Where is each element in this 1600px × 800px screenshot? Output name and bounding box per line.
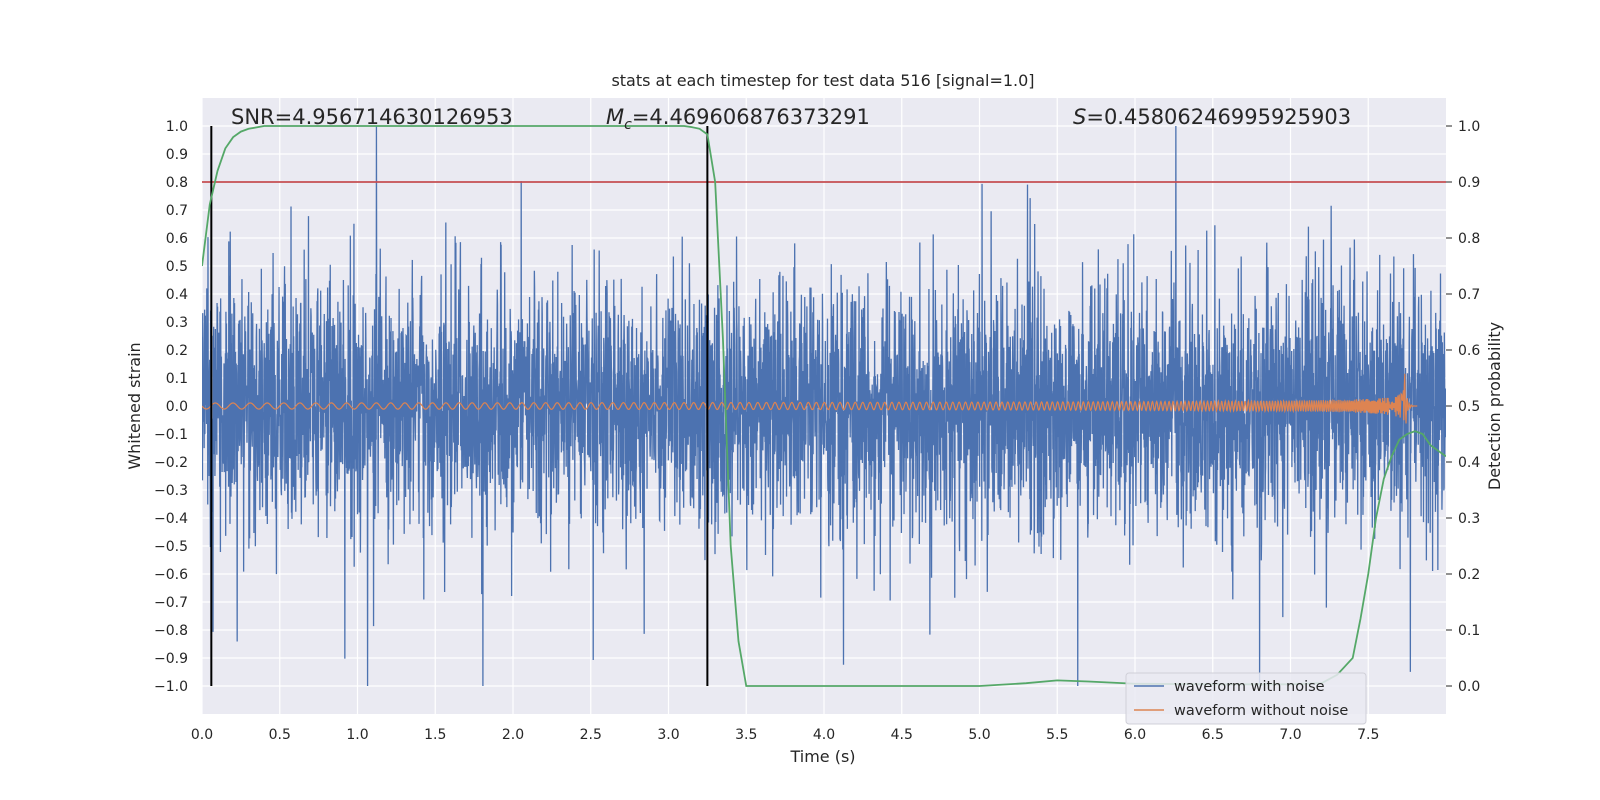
legend-box xyxy=(1125,672,1367,725)
y2-tick-labels: 1.0 0.9 0.8 0.7 0.6 0.5 0.4 0.3 0.2 0.1 0.0 xyxy=(1446,119,1480,695)
y2-tick-label: 0.1 xyxy=(1458,623,1480,639)
legend-label-signal: waveform without noise xyxy=(1174,703,1348,719)
x-tick-label: 5.0 xyxy=(968,727,990,743)
mc-value: =4.469606876373291 xyxy=(632,105,870,129)
y-tick-label: 0.4 xyxy=(166,287,188,303)
y2-tick-label: 1.0 xyxy=(1458,119,1480,135)
y-tick-label: 1.0 xyxy=(166,119,188,135)
y2-axis-label: Detection probability xyxy=(1485,322,1504,490)
y-tick-label: 0.7 xyxy=(166,203,188,219)
s-symbol: S xyxy=(1073,105,1086,129)
detection-probability-line xyxy=(202,125,1446,687)
x-axis-label: Time (s) xyxy=(789,747,855,766)
x-tick-label: 0.0 xyxy=(191,727,213,743)
y-tick-label: −0.3 xyxy=(154,483,188,499)
y-tick-label: 0.3 xyxy=(166,315,188,331)
mc-symbol: M xyxy=(606,105,624,129)
y2-tick-label: 0.6 xyxy=(1458,343,1480,359)
y-tick-labels: 1.0 0.9 0.8 0.7 0.6 0.5 0.4 0.3 0.2 0.1 0.0 −0.1 −0.… xyxy=(154,119,188,695)
s-value: =0.45806246995925903 xyxy=(1086,105,1351,129)
plot-area xyxy=(201,98,1446,714)
y-tick-label: 0.6 xyxy=(166,231,188,247)
y2-tick-label: 0.2 xyxy=(1458,567,1480,583)
y-tick-label: 0.9 xyxy=(166,147,188,163)
y-tick-label: 0.8 xyxy=(166,175,188,191)
x-tick-label: 6.0 xyxy=(1124,727,1146,743)
x-tick-label: 7.0 xyxy=(1279,727,1301,743)
legend: waveform with noise waveform without noi… xyxy=(1125,672,1367,725)
snr-stat: SNR=4.956714630126953 xyxy=(231,105,513,129)
waveform-without-noise-line xyxy=(202,373,1418,424)
waveform-with-noise-line xyxy=(202,125,1446,687)
x-tick-label: 7.5 xyxy=(1357,727,1379,743)
x-tick-label: 1.5 xyxy=(424,727,446,743)
x-tick-label: 3.0 xyxy=(657,727,679,743)
y-tick-label: 0.1 xyxy=(166,371,188,387)
chirp-mass-stat: Mc=4.469606876373291 xyxy=(606,105,870,133)
x-tick-label: 4.0 xyxy=(813,727,835,743)
plot-content xyxy=(202,125,1446,687)
y-axis-label: Whitened strain xyxy=(125,342,144,469)
y-tick-label: −0.1 xyxy=(154,427,188,443)
x-tick-label: 1.0 xyxy=(346,727,368,743)
x-tick-label: 4.5 xyxy=(891,727,913,743)
y-tick-label: −0.2 xyxy=(154,455,188,471)
legend-label-noise: waveform with noise xyxy=(1174,679,1325,695)
x-tick-label: 2.0 xyxy=(502,727,524,743)
y-tick-label: −0.5 xyxy=(154,539,188,555)
x-tick-label: 3.5 xyxy=(735,727,757,743)
y-tick-label: −0.6 xyxy=(154,567,188,583)
y-tick-label: 0.2 xyxy=(166,343,188,359)
y-tick-label: −0.8 xyxy=(154,623,188,639)
s-stat: S=0.45806246995925903 xyxy=(1073,105,1351,129)
y-tick-label: −0.7 xyxy=(154,595,188,611)
y2-tick-label: 0.7 xyxy=(1458,287,1480,303)
y-tick-label: −0.9 xyxy=(154,651,188,667)
y2-tick-label: 0.0 xyxy=(1458,679,1480,695)
y-tick-label: 0.5 xyxy=(166,259,188,275)
y2-tick-label: 0.9 xyxy=(1458,175,1480,191)
x-tick-label: 0.5 xyxy=(269,727,291,743)
y-tick-label: −0.4 xyxy=(154,511,188,527)
y2-tick-label: 0.4 xyxy=(1458,455,1480,471)
y2-tick-label: 0.8 xyxy=(1458,231,1480,247)
y-tick-label: 0.0 xyxy=(166,399,188,415)
mc-subscript: c xyxy=(624,117,632,133)
y2-tick-label: 0.3 xyxy=(1458,511,1480,527)
x-tick-labels: 0.0 0.5 1.0 1.5 2.0 2.5 3.0 3.5 4.0 4.5 5.0 5.5 6.0 6… xyxy=(191,727,1380,743)
x-tick-label: 6.5 xyxy=(1202,727,1224,743)
y2-tick-label: 0.5 xyxy=(1458,399,1480,415)
x-tick-label: 2.5 xyxy=(580,727,602,743)
x-tick-label: 5.5 xyxy=(1046,727,1068,743)
chart-title: stats at each timestep for test data 516… xyxy=(611,71,1034,90)
y-tick-label: −1.0 xyxy=(154,679,188,695)
